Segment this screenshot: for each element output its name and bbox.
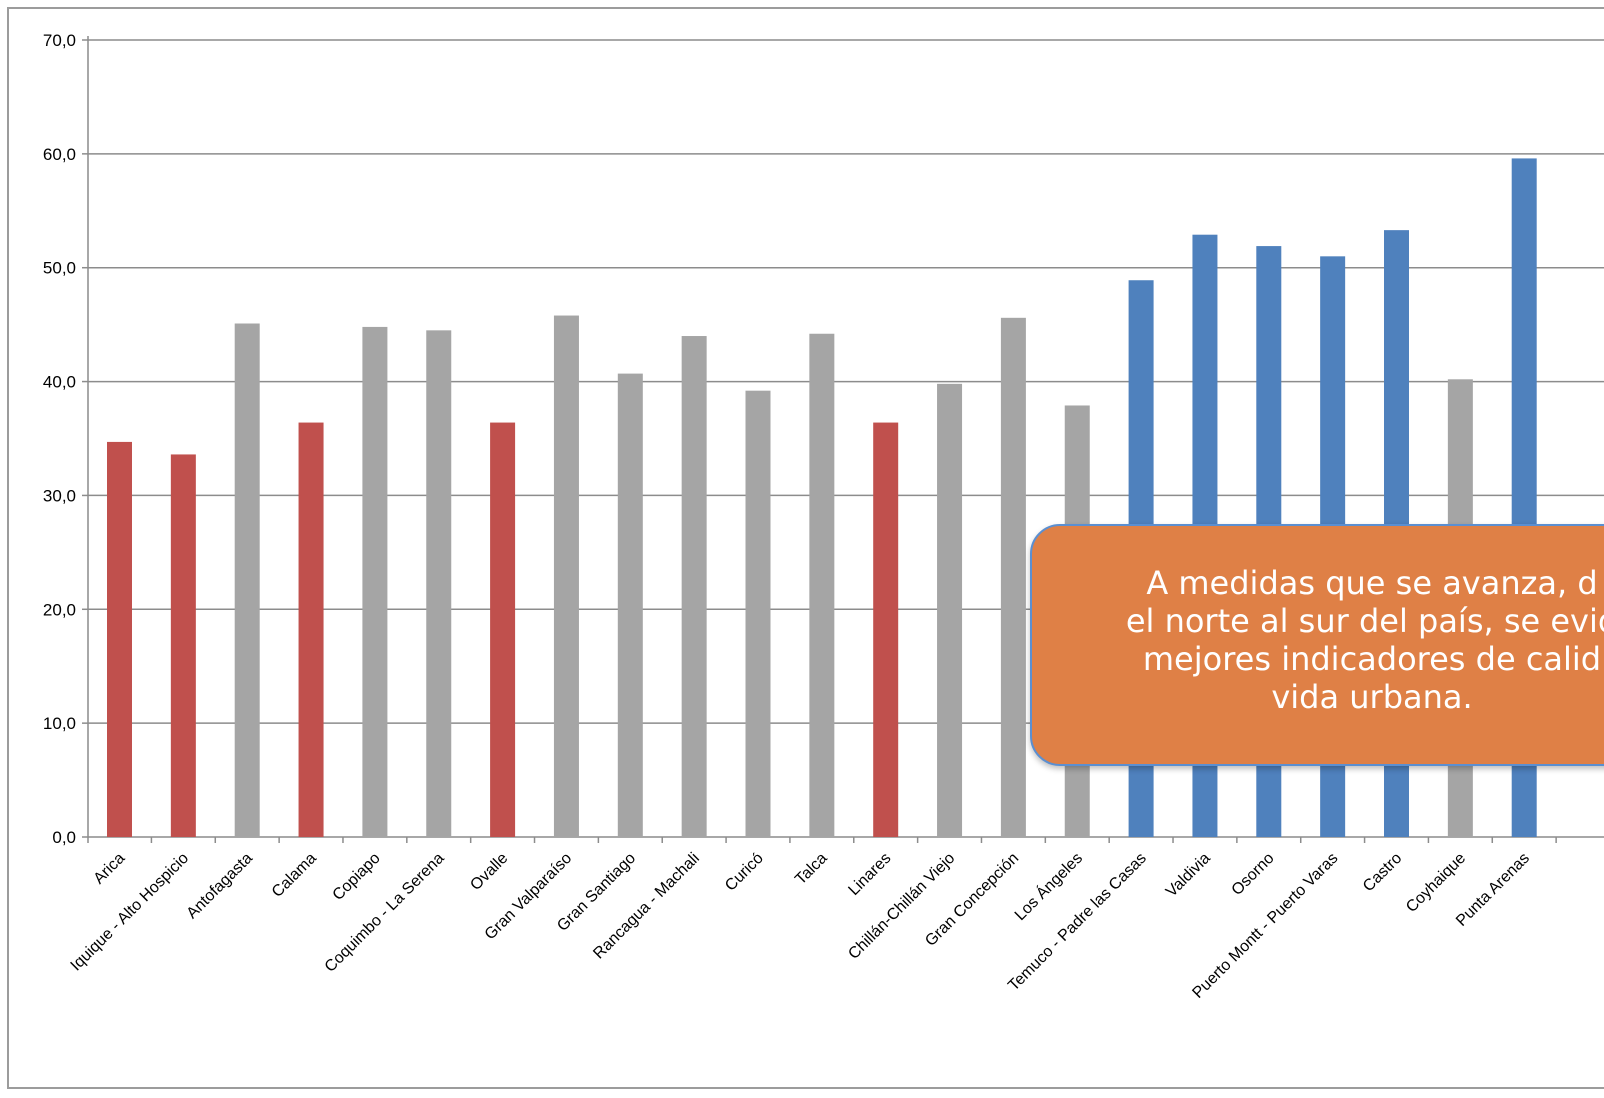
bar: [426, 330, 452, 837]
y-tick-label: 50,0: [43, 259, 76, 278]
bar: [107, 441, 132, 837]
y-tick-label: 20,0: [43, 600, 76, 619]
x-tick-label: Talca: [792, 850, 831, 889]
bar: [553, 315, 579, 837]
x-tick-label: Iquique - Alto Hospicio: [68, 850, 193, 975]
y-tick-label: 40,0: [43, 373, 76, 392]
y-tick-label: 70,0: [43, 31, 76, 50]
x-tick-label: Valdivia: [1163, 850, 1214, 901]
bar: [170, 454, 196, 837]
bar: [362, 326, 388, 837]
x-tick-label: Curicó: [722, 850, 767, 895]
x-tick-label: Osorno: [1229, 850, 1278, 899]
x-tick-label: Linares: [845, 850, 894, 899]
x-tick-label: Temuco - Padre las Casas: [1005, 850, 1150, 995]
annotation-text: A medidas que se avanza, d el norte al s…: [1125, 564, 1604, 716]
y-tick-label: 30,0: [43, 486, 76, 505]
gridlines: [88, 39, 1604, 724]
y-tick-label: 10,0: [43, 714, 76, 733]
axes: [82, 36, 1604, 843]
bar: [809, 333, 835, 837]
x-tick-label: Antofagasta: [184, 850, 256, 922]
bar: [617, 373, 643, 837]
bar: [1000, 317, 1026, 838]
x-tick-label: Arica: [91, 850, 129, 888]
x-tick-label: Coquimbo - La Serena: [322, 850, 448, 976]
bar: [873, 422, 899, 837]
x-tick-label: Coyhaique: [1403, 850, 1469, 916]
y-tick-label: 0,0: [52, 828, 76, 847]
annotation-callout: A medidas que se avanza, d el norte al s…: [1030, 524, 1604, 766]
bar: [681, 336, 707, 837]
bar: [490, 422, 516, 837]
x-tick-label: Calama: [269, 850, 320, 901]
x-tick-label: Copiapo: [330, 850, 384, 904]
x-tick-label: Ovalle: [467, 850, 511, 894]
y-tick-labels: 0,0 10,0 20,0 30,0 40,0 50,0 60,0 70,0: [43, 31, 76, 847]
chart-frame: [7, 7, 1604, 1089]
bar: [234, 323, 260, 837]
x-tick-label: Chillán-Chillán Viejo: [845, 850, 958, 963]
x-tick-label: Rancagua - Machali: [590, 850, 703, 963]
y-tick-label: 60,0: [43, 145, 76, 164]
bar: [298, 422, 324, 837]
bar: [937, 383, 963, 837]
x-tick-label: Castro: [1360, 850, 1405, 895]
bar: [745, 390, 771, 837]
